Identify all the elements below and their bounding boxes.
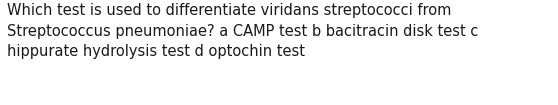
Text: Which test is used to differentiate viridans streptococci from
Streptococcus pne: Which test is used to differentiate viri… xyxy=(7,3,479,59)
